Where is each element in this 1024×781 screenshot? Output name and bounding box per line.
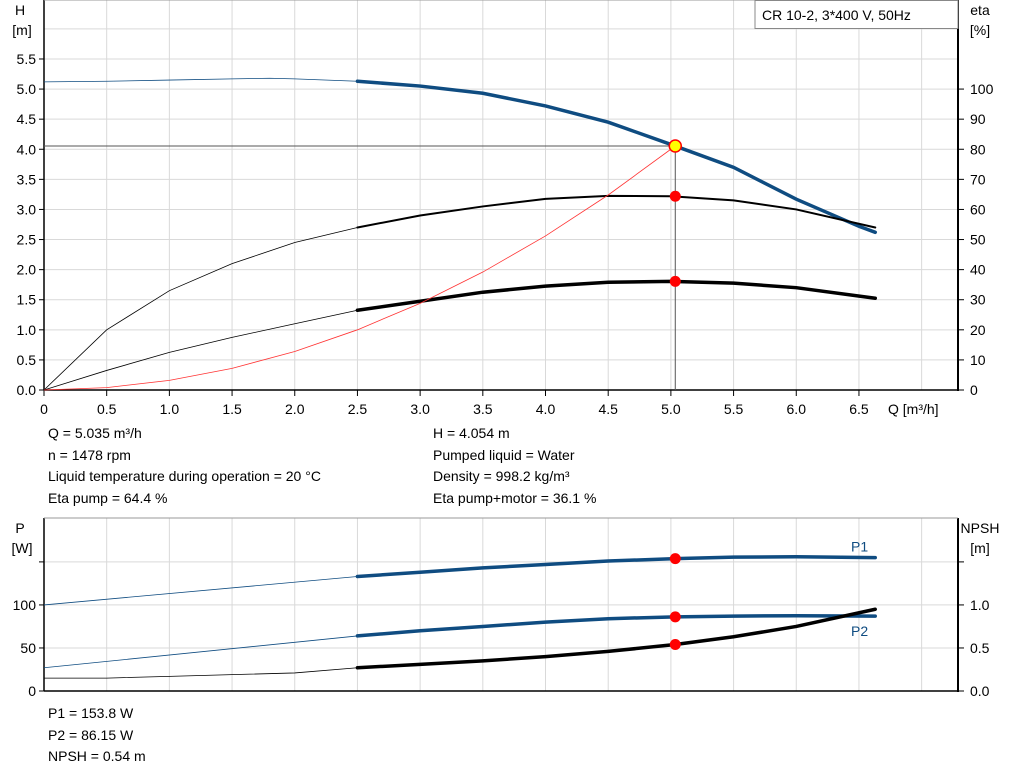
title-box xyxy=(754,0,959,29)
series-P1-line xyxy=(355,554,878,579)
y2-tick-label: 0.0 xyxy=(970,683,990,699)
info-eta-pump: Eta pump = 64.4 % xyxy=(48,489,168,506)
y-axis-unit: [W] xyxy=(12,540,33,556)
y2-axis-unit: [m] xyxy=(970,540,989,556)
series-eta-pump-line xyxy=(356,194,877,229)
y2-tick-label: 60 xyxy=(970,201,986,217)
info-h: H = 4.054 m xyxy=(433,425,510,441)
series-eta-pump-motor-line-extended xyxy=(43,309,358,391)
operating-point-eta-pump-motor xyxy=(669,275,681,287)
x-tick-label: 5.0 xyxy=(661,401,681,417)
operating-point-p1 xyxy=(669,553,681,565)
y2-tick-label: 50 xyxy=(970,232,986,248)
x-tick-label: 1.0 xyxy=(160,401,180,417)
y-tick-label: 0 xyxy=(28,683,36,699)
y-tick-label: 5.0 xyxy=(17,81,37,97)
y2-tick-label: 90 xyxy=(970,111,986,127)
y2-tick-label: 0.5 xyxy=(970,640,990,656)
y-tick-label: 4.0 xyxy=(17,141,37,157)
y2-tick-label: 80 xyxy=(970,141,986,157)
chart-title: CR 10-2, 3*400 V, 50Hz xyxy=(762,7,911,23)
x-tick-label: 2.0 xyxy=(285,401,305,417)
y-tick-label: 3.5 xyxy=(17,171,37,187)
series-system-line xyxy=(43,145,676,391)
y-axis-label: P xyxy=(15,520,24,536)
y-tick-label: 3.0 xyxy=(17,201,37,217)
y-tick-label: 2.5 xyxy=(17,232,37,248)
y2-axis-label: eta xyxy=(970,2,990,18)
series-NPSH-line-extended xyxy=(44,667,358,679)
series-H-line xyxy=(355,79,878,235)
series-P2-line-extended xyxy=(43,635,358,669)
y2-axis-label: NPSH xyxy=(961,520,1000,536)
series-label-p2: P2 xyxy=(851,623,868,639)
series-NPSH-line xyxy=(355,607,878,670)
x-tick-label: 0.5 xyxy=(97,401,117,417)
x-tick-label: 2.5 xyxy=(348,401,368,417)
x-tick-label: 4.0 xyxy=(536,401,556,417)
x-tick-label: 6.5 xyxy=(849,401,869,417)
x-tick-label: 6.0 xyxy=(787,401,807,417)
y-tick-label: 4.5 xyxy=(17,111,37,127)
y-axis-unit: [m] xyxy=(12,22,31,38)
info-p1: P1 = 153.8 W xyxy=(48,705,134,721)
series-P2-line xyxy=(355,613,878,638)
series-eta-pump-motor-line xyxy=(355,279,878,313)
series-P1-line-extended xyxy=(43,576,358,606)
y2-axis-unit: [%] xyxy=(970,22,990,38)
y-tick-label: 1.0 xyxy=(17,322,37,338)
info-npsh: NPSH = 0.54 m xyxy=(48,748,146,764)
info-density: Density = 998.2 kg/m³ xyxy=(433,468,570,484)
series-eta-pump-line-extended xyxy=(43,227,358,391)
x-tick-label: 3.5 xyxy=(473,401,493,417)
info-left: Q = 5.035 m³/h n = 1478 rpm Liquid tempe… xyxy=(48,423,321,509)
y-tick-label: 0.0 xyxy=(17,382,37,398)
info-n: n = 1478 rpm xyxy=(48,446,131,463)
y2-tick-label: 10 xyxy=(970,352,986,368)
y-tick-label: 100 xyxy=(13,597,37,613)
y-tick-label: 1.5 xyxy=(17,292,37,308)
x-tick-label: 0 xyxy=(40,401,48,417)
y2-tick-label: 70 xyxy=(970,171,986,187)
operating-point-h xyxy=(668,139,683,153)
x-tick-label: 5.5 xyxy=(724,401,744,417)
y-tick-label: 50 xyxy=(20,640,36,656)
y-tick-label: 2.0 xyxy=(17,262,37,278)
y-tick-label: 0.5 xyxy=(17,352,37,368)
operating-point-eta-pump xyxy=(669,190,681,202)
y2-tick-label: 30 xyxy=(970,292,986,308)
x-axis-label: Q [m³/h] xyxy=(888,401,939,417)
series-H-line-extended xyxy=(43,77,358,83)
y-tick-label: 5.5 xyxy=(17,51,37,67)
x-tick-label: 4.5 xyxy=(598,401,618,417)
info-q: Q = 5.035 m³/h xyxy=(48,425,142,441)
y2-tick-label: 20 xyxy=(970,322,986,338)
series-label-p1: P1 xyxy=(851,539,868,555)
info-p2: P2 = 86.15 W xyxy=(48,726,134,743)
y2-tick-label: 0 xyxy=(970,382,978,398)
info-liquid: Pumped liquid = Water xyxy=(433,446,575,463)
y2-tick-label: 1.0 xyxy=(970,597,990,613)
operating-point-npsh xyxy=(669,639,681,651)
performance-chart: 0.0 0.5 1.0 1.5 2.0 2.5 3.0 3.5 4.0 4.5 5.0 5.5 0 10 2… xyxy=(12,0,994,417)
info-right: H = 4.054 m Pumped liquid = Water Densit… xyxy=(433,423,596,509)
x-tick-label: 1.5 xyxy=(222,401,242,417)
y-axis-label: H xyxy=(15,2,25,18)
power-npsh-chart: 0 50 100 0.0 0.5 1.0 P [W] NPSH [m] P1 P2 xyxy=(12,517,1000,699)
x-tick-label: 3.0 xyxy=(410,401,430,417)
y2-tick-label: 100 xyxy=(970,81,994,97)
y2-tick-label: 40 xyxy=(970,262,986,278)
info-temp: Liquid temperature during operation = 20… xyxy=(48,468,321,484)
info-bottom: P1 = 153.8 W P2 = 86.15 W NPSH = 0.54 m xyxy=(48,703,146,768)
operating-point-p2 xyxy=(669,611,681,623)
info-eta-total: Eta pump+motor = 36.1 % xyxy=(433,489,597,506)
